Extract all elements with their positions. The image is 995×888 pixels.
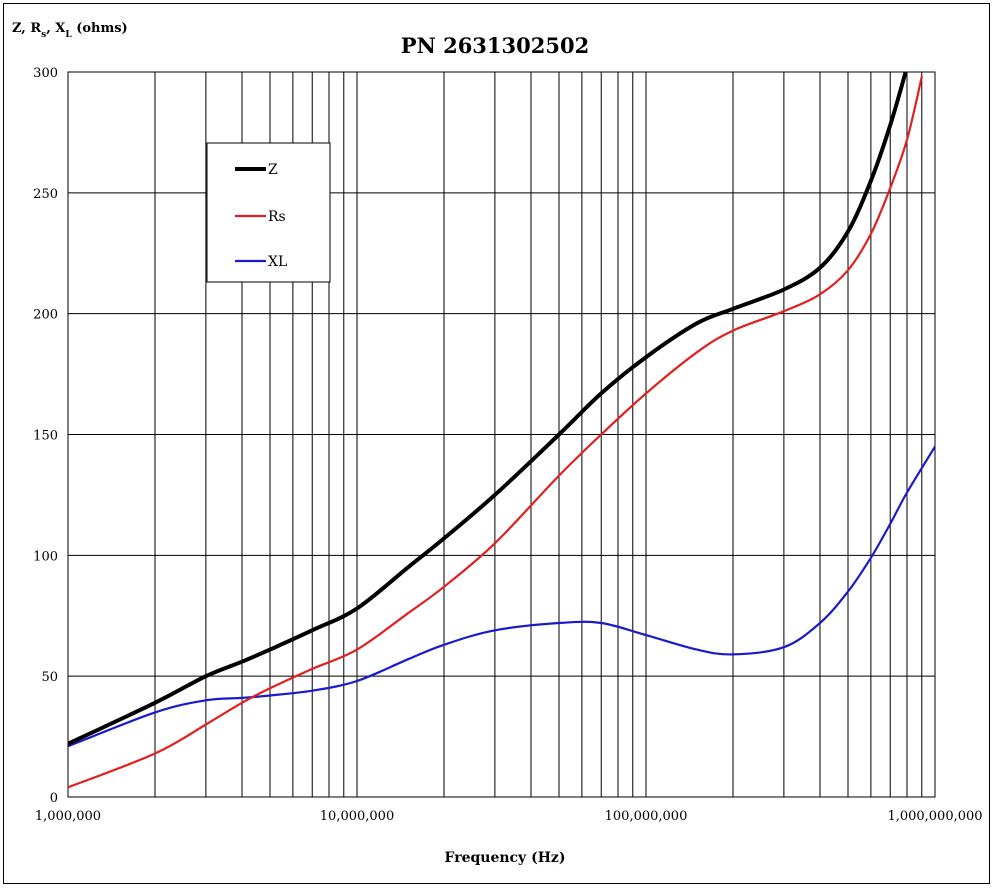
y-axis-label-tail: (ohms) [72, 21, 128, 36]
x-tick-label: 1,000,000 [35, 809, 101, 824]
y-axis-label-sub-s: s [41, 30, 46, 40]
grid-lines [67, 71, 935, 798]
y-axis-label-mid: , X [46, 21, 66, 36]
x-tick-label: 100,000,000 [605, 809, 688, 824]
x-axis-label: Frequency (Hz) [445, 850, 566, 866]
chart-frame: 0 50 100 150 200 250 300 1,000,000 10,000,000 100… [3, 3, 990, 884]
x-tick-label: 1,000,000,000 [887, 809, 982, 824]
series-line-z [68, 72, 908, 746]
legend-items: Z Rs XL [235, 162, 287, 270]
y-axis-label-sub-l: L [65, 30, 72, 40]
y-tick-label: 300 [33, 66, 58, 81]
y-tick-label: 150 [33, 429, 58, 444]
chart-canvas: 0 50 100 150 200 250 300 1,000,000 10,000,000 100… [12, 21, 983, 866]
series-layer [68, 72, 935, 789]
legend: Z Rs XL [206, 142, 331, 283]
legend-label-rs: Rs [268, 209, 286, 225]
x-tick-label: 10,000,000 [320, 809, 394, 824]
y-axis-label: Z, Rs, XL (ohms) [12, 21, 128, 40]
y-tick-label: 250 [33, 187, 58, 202]
y-axis-label-main: Z, R [12, 21, 41, 36]
y-tick-label: 0 [50, 791, 58, 806]
tick-labels: 0 50 100 150 200 250 300 1,000,000 10,000,000 100… [33, 66, 982, 824]
legend-box [206, 142, 331, 283]
y-tick-label: 100 [33, 549, 58, 564]
legend-label-xl: XL [268, 254, 287, 270]
y-tick-label: 50 [41, 670, 58, 685]
chart-title: PN 2631302502 [401, 33, 589, 58]
legend-label-z: Z [268, 162, 278, 178]
series-line-rs [68, 75, 923, 789]
y-tick-label: 200 [33, 308, 58, 323]
plot-area-border [67, 71, 936, 798]
